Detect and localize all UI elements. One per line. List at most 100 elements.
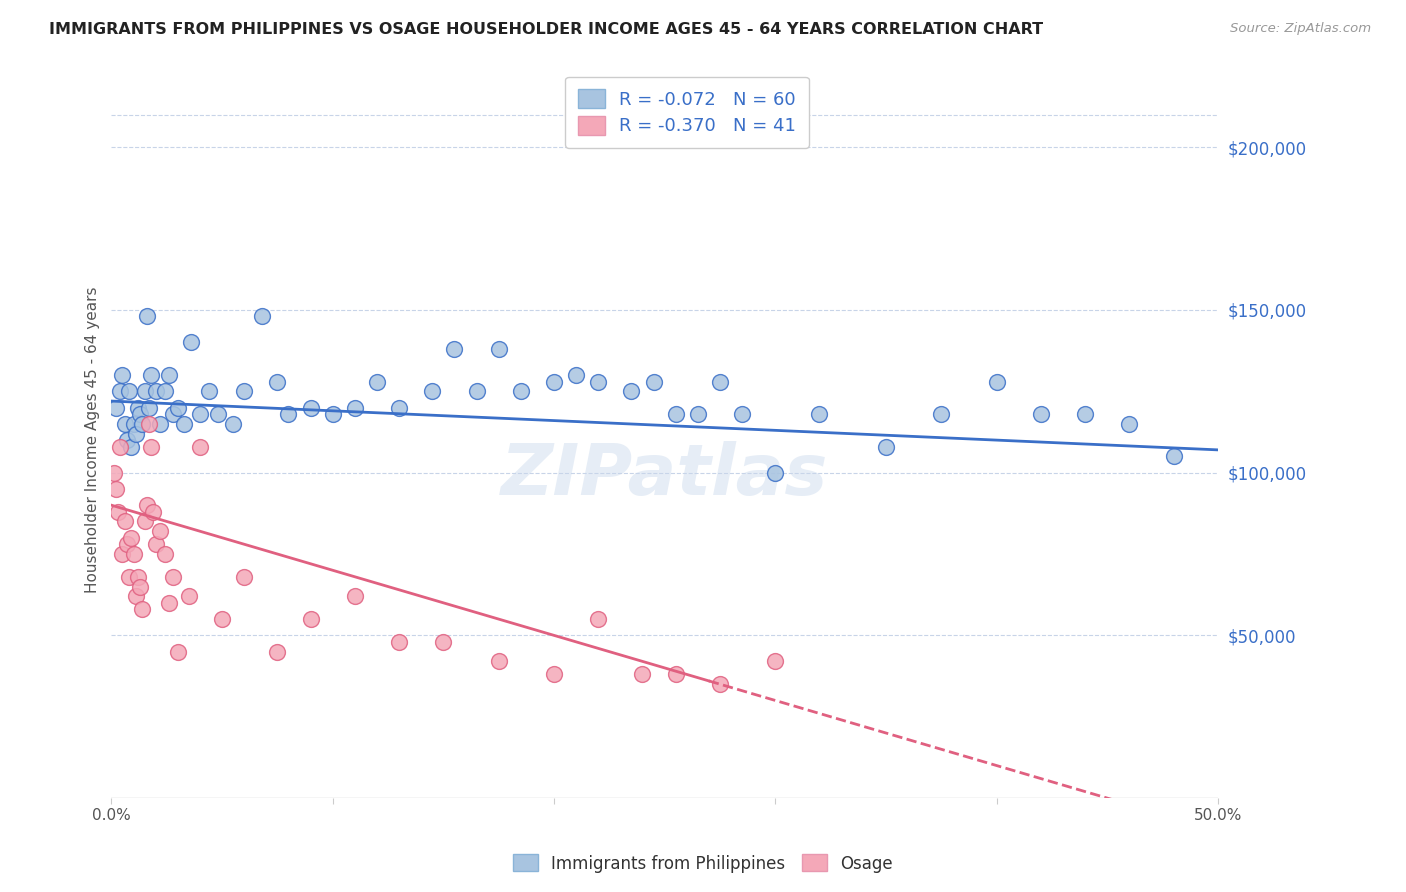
Point — [134, 515, 156, 529]
Point — [127, 401, 149, 415]
Point — [131, 602, 153, 616]
Point — [543, 375, 565, 389]
Point — [118, 570, 141, 584]
Point — [366, 375, 388, 389]
Point — [709, 375, 731, 389]
Point — [111, 368, 134, 382]
Point — [162, 570, 184, 584]
Point — [110, 440, 132, 454]
Point — [509, 384, 531, 399]
Point — [197, 384, 219, 399]
Point — [250, 310, 273, 324]
Point — [115, 433, 138, 447]
Point — [153, 547, 176, 561]
Point — [1029, 407, 1052, 421]
Point — [322, 407, 344, 421]
Point — [277, 407, 299, 421]
Point — [620, 384, 643, 399]
Point — [488, 342, 510, 356]
Legend: R = -0.072   N = 60, R = -0.370   N = 41: R = -0.072 N = 60, R = -0.370 N = 41 — [565, 77, 808, 148]
Point — [763, 654, 786, 668]
Point — [145, 384, 167, 399]
Point — [157, 596, 180, 610]
Point — [188, 407, 211, 421]
Point — [465, 384, 488, 399]
Point — [157, 368, 180, 382]
Legend: Immigrants from Philippines, Osage: Immigrants from Philippines, Osage — [506, 847, 900, 880]
Text: Source: ZipAtlas.com: Source: ZipAtlas.com — [1230, 22, 1371, 36]
Point — [141, 440, 163, 454]
Point — [180, 335, 202, 350]
Point — [135, 310, 157, 324]
Point — [586, 612, 609, 626]
Point — [134, 384, 156, 399]
Point — [631, 667, 654, 681]
Point — [149, 524, 172, 539]
Point — [808, 407, 831, 421]
Point — [432, 635, 454, 649]
Point — [207, 407, 229, 421]
Point — [1163, 450, 1185, 464]
Point — [731, 407, 754, 421]
Point — [643, 375, 665, 389]
Point — [125, 590, 148, 604]
Point — [138, 401, 160, 415]
Point — [149, 417, 172, 431]
Point — [153, 384, 176, 399]
Point — [127, 570, 149, 584]
Point — [177, 590, 200, 604]
Point — [233, 384, 256, 399]
Point — [122, 547, 145, 561]
Point — [131, 417, 153, 431]
Point — [343, 401, 366, 415]
Point — [114, 417, 136, 431]
Point — [222, 417, 245, 431]
Point — [586, 375, 609, 389]
Point — [115, 537, 138, 551]
Point — [118, 384, 141, 399]
Point — [709, 677, 731, 691]
Point — [166, 401, 188, 415]
Point — [138, 417, 160, 431]
Y-axis label: Householder Income Ages 45 - 64 years: Householder Income Ages 45 - 64 years — [86, 287, 100, 593]
Point — [388, 635, 411, 649]
Point — [129, 580, 152, 594]
Point — [107, 505, 129, 519]
Point — [1074, 407, 1097, 421]
Point — [120, 531, 142, 545]
Point — [188, 440, 211, 454]
Point — [114, 515, 136, 529]
Point — [104, 401, 127, 415]
Point — [763, 466, 786, 480]
Point — [929, 407, 952, 421]
Point — [125, 426, 148, 441]
Point — [173, 417, 195, 431]
Point — [986, 375, 1008, 389]
Point — [388, 401, 411, 415]
Point — [111, 547, 134, 561]
Point — [104, 482, 127, 496]
Point — [266, 375, 288, 389]
Point — [443, 342, 465, 356]
Point — [110, 384, 132, 399]
Point — [565, 368, 588, 382]
Point — [142, 505, 165, 519]
Text: IMMIGRANTS FROM PHILIPPINES VS OSAGE HOUSEHOLDER INCOME AGES 45 - 64 YEARS CORRE: IMMIGRANTS FROM PHILIPPINES VS OSAGE HOU… — [49, 22, 1043, 37]
Point — [343, 590, 366, 604]
Point — [233, 570, 256, 584]
Point — [129, 407, 152, 421]
Point — [122, 417, 145, 431]
Point — [299, 401, 322, 415]
Point — [162, 407, 184, 421]
Point — [1118, 417, 1140, 431]
Point — [103, 466, 125, 480]
Point — [166, 645, 188, 659]
Point — [543, 667, 565, 681]
Point — [686, 407, 709, 421]
Point — [211, 612, 233, 626]
Point — [120, 440, 142, 454]
Text: ZIPatlas: ZIPatlas — [501, 442, 828, 510]
Point — [145, 537, 167, 551]
Point — [665, 407, 688, 421]
Point — [420, 384, 443, 399]
